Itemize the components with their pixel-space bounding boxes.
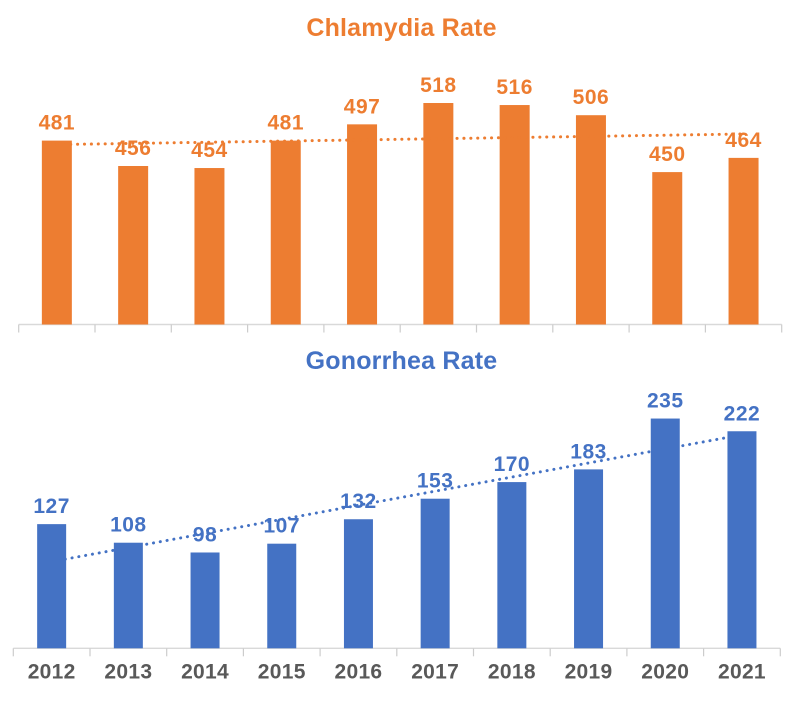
trendline [50, 433, 744, 564]
bar-value-label: 456 [115, 137, 152, 160]
bar-2015 [267, 543, 297, 649]
x-axis-label: 2012 [28, 661, 76, 684]
bar-value-label: 170 [494, 453, 531, 476]
bar-value-label: 153 [417, 470, 454, 493]
bar-2018 [499, 105, 530, 325]
bar-value-label: 516 [496, 76, 533, 99]
bar-value-label: 464 [725, 129, 762, 152]
bar-2019 [575, 115, 606, 325]
bar-2013 [118, 166, 149, 325]
bar-value-label: 127 [33, 495, 70, 518]
x-axis-label: 2020 [641, 661, 689, 684]
x-axis-label: 2014 [181, 661, 229, 684]
x-axis-label: 2013 [104, 661, 152, 684]
bar-2014 [194, 168, 225, 325]
bar-2012 [41, 140, 72, 325]
bar-value-label: 222 [724, 402, 761, 425]
bar-2012 [37, 524, 67, 649]
x-axis-label: 2015 [258, 661, 306, 684]
x-axis-label: 2017 [411, 661, 459, 684]
bar-2013 [113, 542, 143, 649]
bar-value-label: 132 [340, 490, 377, 513]
bar-value-label: 183 [570, 440, 607, 463]
x-axis-label: 2016 [334, 661, 382, 684]
bar-value-label: 506 [573, 86, 610, 109]
bar-value-label: 235 [647, 390, 684, 413]
bar-2017 [423, 103, 454, 325]
bar-2016 [343, 519, 373, 649]
gonorrhea-chart-title: Gonorrhea Rate [305, 347, 498, 375]
bar-value-label: 518 [420, 74, 457, 97]
bar-value-label: 454 [191, 139, 228, 162]
bar-2018 [497, 482, 527, 649]
bar-value-label: 107 [263, 515, 300, 538]
bar-2015 [270, 140, 301, 325]
trendline [55, 132, 746, 147]
bar-value-label: 481 [267, 112, 304, 135]
bar-2021 [728, 157, 759, 325]
bar-value-label: 497 [344, 95, 381, 118]
x-axis-label: 2021 [718, 661, 766, 684]
bar-value-label: 450 [649, 143, 686, 166]
bar-value-label: 108 [110, 514, 147, 537]
bar-2016 [347, 124, 378, 325]
bar-value-label: 98 [193, 523, 217, 546]
bar-2020 [650, 418, 680, 649]
bar-2017 [420, 498, 450, 649]
chlamydia-chart-title: Chlamydia Rate [306, 14, 497, 42]
bar-2021 [727, 431, 757, 649]
bar-2014 [190, 552, 220, 649]
bar-value-label: 481 [39, 112, 76, 135]
x-axis-label: 2018 [488, 661, 536, 684]
x-axis-label: 2019 [565, 661, 613, 684]
bar-2020 [652, 172, 683, 325]
bar-2019 [574, 469, 604, 649]
